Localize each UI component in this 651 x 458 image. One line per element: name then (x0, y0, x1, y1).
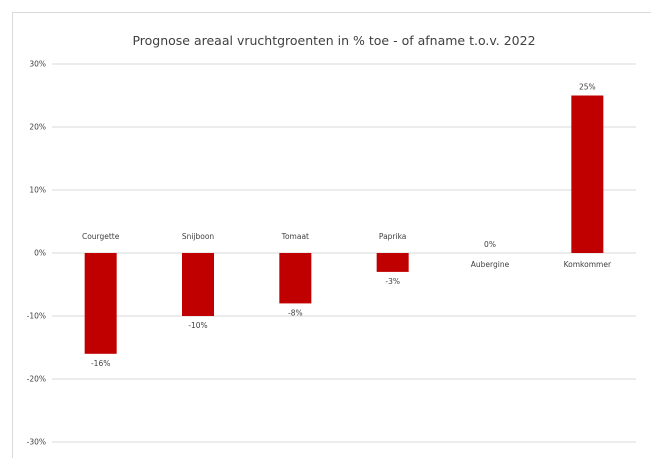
bar-komkommer (571, 95, 604, 253)
y-axis-ticks: 30% 20% 10% 0% -10% -20% -30% (27, 60, 46, 447)
category-label: Komkommer (564, 260, 612, 269)
data-label: -3% (385, 277, 400, 286)
bar-courgette (84, 253, 117, 354)
data-label: -10% (188, 321, 207, 330)
category-label: Snijboon (182, 232, 215, 241)
y-tick-label: -10% (27, 312, 46, 321)
y-tick-label: 10% (29, 186, 46, 195)
chart-title: Prognose areaal vruchtgroenten in % toe … (132, 33, 535, 48)
category-label: Tomaat (281, 232, 309, 241)
y-tick-label: 0% (34, 249, 46, 258)
labels: Courgette -16% Snijboon -10% Tomaat -8% Paprik… (82, 83, 612, 368)
y-tick-label: -30% (27, 438, 46, 447)
category-label: Aubergine (471, 260, 510, 269)
bar-tomaat (279, 253, 312, 304)
gridlines (52, 63, 636, 443)
data-label: 0% (484, 240, 496, 249)
chart-frame (12, 12, 651, 458)
data-label: -8% (288, 308, 303, 317)
y-tick-label: 20% (29, 123, 46, 132)
y-tick-label: -20% (27, 375, 46, 384)
category-label: Paprika (379, 232, 407, 241)
bars (84, 95, 604, 354)
y-tick-label: 30% (29, 60, 46, 69)
data-label: -16% (91, 359, 110, 368)
bar-paprika (376, 253, 409, 272)
category-label: Courgette (82, 232, 120, 241)
bar-snijboon (182, 253, 214, 316)
data-label: 25% (579, 83, 596, 92)
